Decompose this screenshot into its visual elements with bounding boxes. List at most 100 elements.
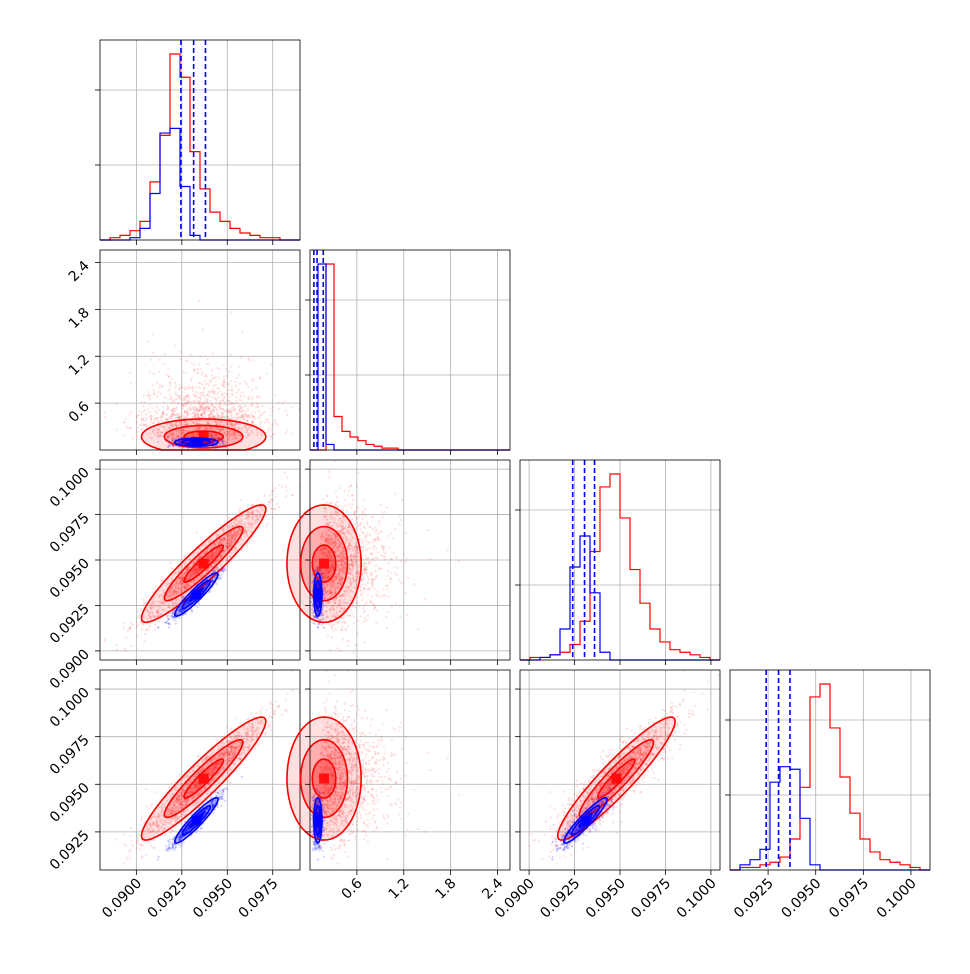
scatter-point-red — [291, 432, 293, 434]
y-tick-label: 2.4 — [66, 258, 93, 285]
scatter-point-red — [365, 534, 367, 536]
scatter-point-red — [190, 379, 192, 381]
scatter-point-red — [248, 414, 250, 416]
scatter-point-red — [259, 377, 261, 379]
scatter-point-red — [204, 401, 206, 403]
scatter-point-red — [164, 418, 166, 420]
scatter-point-red — [153, 389, 155, 391]
scatter-point-red — [359, 528, 361, 530]
scatter-point-red — [272, 423, 274, 425]
scatter-point-red — [207, 358, 209, 360]
scatter-point-red — [256, 396, 258, 398]
scatter-point-red — [244, 413, 246, 415]
scatter-point-red — [161, 415, 163, 417]
scatter-point-red — [235, 392, 237, 394]
scatter-point-red — [214, 393, 216, 395]
scatter-point-red — [180, 395, 182, 397]
scatter-point-red — [342, 639, 344, 641]
scatter-point-red — [184, 410, 186, 412]
scatter-point-red — [144, 633, 146, 635]
scatter-point-red — [181, 412, 183, 414]
scatter-point-red — [150, 415, 152, 417]
scatter-point-red — [235, 408, 237, 410]
scatter-point-red — [253, 415, 255, 417]
scatter-point-red — [335, 490, 337, 492]
scatter-point-red — [141, 417, 143, 419]
scatter-point-red — [103, 412, 105, 414]
scatter-point-red — [169, 381, 171, 383]
scatter-point-red — [159, 387, 161, 389]
scatter-point-red — [145, 595, 147, 597]
scatter-point-red — [364, 549, 366, 551]
scatter-point-red — [137, 427, 139, 429]
scatter-point-red — [176, 417, 178, 419]
scatter-point-red — [138, 614, 140, 616]
scatter-point-red — [402, 553, 404, 555]
scatter-point-red — [276, 503, 278, 505]
scatter-point-red — [103, 640, 105, 642]
scatter-point-red — [379, 531, 381, 533]
scatter-point-red — [386, 627, 388, 629]
scatter-point-red — [394, 573, 396, 575]
scatter-point-red — [176, 406, 178, 408]
scatter-point-red — [365, 514, 367, 516]
scatter-point-red — [347, 625, 349, 627]
scatter-point-blue — [224, 568, 226, 570]
scatter-point-blue — [167, 622, 169, 624]
scatter-point-red — [251, 398, 253, 400]
scatter-point-red — [358, 605, 360, 607]
scatter-point-red — [190, 404, 192, 406]
scatter-point-red — [378, 523, 380, 525]
scatter-point-red — [340, 649, 342, 651]
scatter-point-red — [169, 417, 171, 419]
scatter-point-blue — [209, 591, 211, 593]
scatter-point-blue — [168, 626, 170, 628]
scatter-point-red — [175, 385, 177, 387]
scatter-point-red — [365, 601, 367, 603]
scatter-point-red — [400, 519, 402, 521]
scatter-point-red — [141, 401, 143, 403]
scatter-point-red — [153, 415, 155, 417]
scatter-point-red — [193, 364, 195, 366]
scatter-point-red — [259, 397, 261, 399]
scatter-point-blue — [174, 619, 176, 621]
scatter-point-red — [186, 361, 188, 363]
scatter-point-red — [378, 520, 380, 522]
scatter-point-red — [275, 496, 277, 498]
scatter-point-red — [270, 501, 272, 503]
scatter-point-red — [360, 615, 362, 617]
y-tick-label: 0.1000 — [47, 465, 93, 511]
scatter-point-red — [171, 402, 173, 404]
scatter-point-red — [255, 403, 257, 405]
scatter-point-red — [344, 499, 346, 501]
scatter-point-red — [343, 616, 345, 618]
scatter-point-red — [211, 369, 213, 371]
scatter-point-red — [260, 425, 262, 427]
scatter-point-red — [337, 647, 339, 649]
scatter-point-blue — [172, 618, 174, 620]
scatter-point-red — [257, 406, 259, 408]
scatter-point-red — [344, 504, 346, 506]
scatter-point-red — [213, 406, 215, 408]
scatter-point-red — [368, 578, 370, 580]
scatter-point-red — [252, 396, 254, 398]
scatter-point-red — [274, 419, 276, 421]
scatter-point-red — [136, 626, 138, 628]
scatter-point-red — [230, 389, 232, 391]
scatter-point-red — [274, 508, 276, 510]
scatter-point-red — [247, 410, 249, 412]
scatter-point-red — [264, 411, 266, 413]
scatter-point-red — [237, 389, 239, 391]
scatter-point-red — [255, 407, 257, 409]
scatter-point-red — [196, 532, 198, 534]
scatter-point-red — [195, 407, 197, 409]
y-tick-label: 1.2 — [66, 352, 93, 379]
scatter-point-red — [360, 593, 362, 595]
scatter-point-red — [151, 407, 153, 409]
scatter-point-red — [186, 387, 188, 389]
scatter-point-red — [161, 576, 163, 578]
scatter-point-red — [187, 394, 189, 396]
scatter-point-red — [383, 511, 385, 513]
scatter-point-red — [374, 570, 376, 572]
scatter-point-red — [334, 460, 336, 462]
